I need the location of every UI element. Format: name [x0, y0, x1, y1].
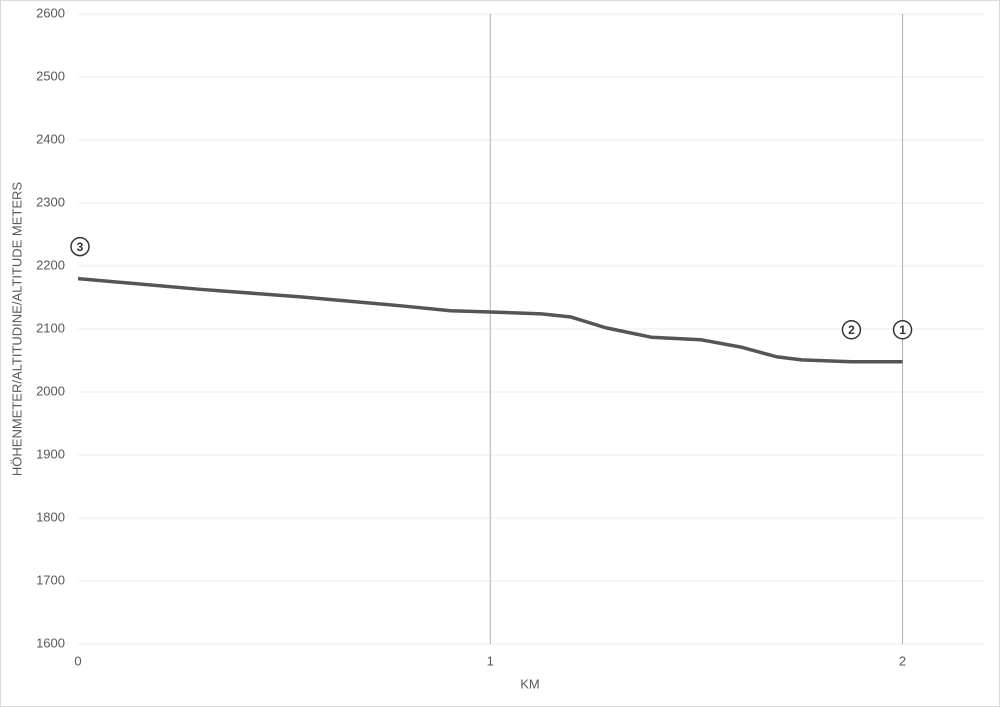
y-tick-label: 2300: [36, 194, 65, 209]
y-tick-label: 2200: [36, 257, 65, 272]
annotation-label: 1: [899, 323, 906, 337]
y-tick-label: 2100: [36, 320, 65, 335]
annotation-marker: [70, 236, 90, 257]
y-tick-label: 1700: [36, 572, 65, 587]
y-tick-label: 1600: [36, 635, 65, 650]
annotation-marker: [892, 320, 913, 340]
y-tick-label: 2600: [36, 5, 65, 20]
y-tick-label: 1900: [36, 446, 65, 461]
annotation-label: 2: [848, 323, 855, 337]
line: [77, 276, 903, 364]
y-tick-label: 2000: [36, 383, 65, 398]
y-tick-label: 2500: [36, 68, 65, 83]
y-tick-label: 2400: [36, 131, 65, 146]
annotation-label: 3: [77, 240, 84, 254]
x-tick-label: 0: [74, 653, 81, 668]
x-tick-label: 1: [487, 653, 494, 668]
y-tick-label: 1800: [36, 509, 65, 524]
y-axis-label: HÖHENMETER/ALTITUDINE/ALTITUDE METERS: [9, 182, 24, 477]
x-tick-label: 2: [899, 653, 906, 668]
x-axis-label: KM: [520, 676, 540, 691]
annotation-marker: [841, 320, 862, 340]
